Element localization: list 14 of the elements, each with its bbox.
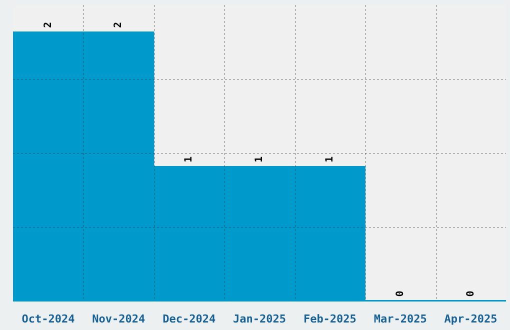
x-tick-label: Oct-2024: [22, 312, 76, 326]
x-tick-label: Dec-2024: [162, 312, 216, 326]
x-tick-label: Jan-2025: [233, 312, 286, 326]
x-tick-label: Nov-2024: [92, 312, 146, 326]
data-label: 0: [465, 290, 476, 297]
data-label: 1: [184, 156, 195, 162]
data-label: 2: [113, 22, 124, 28]
x-tick-label: Mar-2025: [374, 312, 427, 326]
data-label: 2: [42, 22, 54, 28]
data-label: 1: [324, 156, 336, 162]
x-tick-label: Feb-2025: [303, 312, 356, 326]
x-tick-label: Apr-2025: [444, 312, 498, 326]
data-label: 0: [394, 290, 406, 297]
data-label: 1: [254, 156, 266, 162]
